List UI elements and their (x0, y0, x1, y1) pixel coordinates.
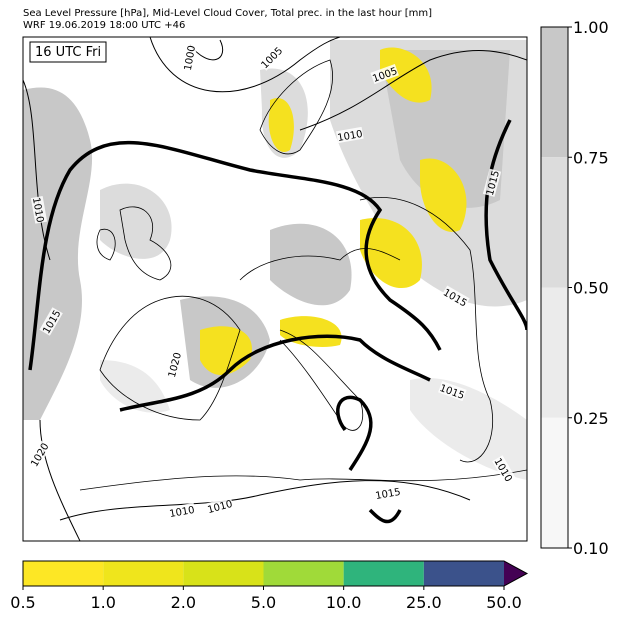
isobar-label-bg (164, 350, 184, 379)
colorbar-segment (103, 561, 184, 586)
colorbar-tick-label: 1.00 (573, 18, 609, 37)
isobar-label-bg (257, 43, 285, 71)
coastline (79, 59, 527, 491)
time-label: 16 UTC Fri (35, 45, 101, 60)
colorbar-tick-label: 10.0 (326, 593, 362, 612)
isobar-1015 (28, 119, 527, 524)
colorbar-segment (541, 417, 568, 548)
colorbar-segment (183, 561, 264, 586)
isobar-label-bg (482, 168, 502, 197)
isobar-label-bg (205, 496, 234, 516)
isobar-label: 1000 (183, 45, 198, 72)
isobar-label: 1015 (375, 487, 402, 502)
colorbar-tick-label: 0.25 (573, 409, 609, 428)
colorbar-segment (541, 27, 568, 158)
colorbar-frame (22, 560, 529, 587)
isobar-label-bg (27, 440, 51, 469)
colorbar-extend (504, 561, 527, 586)
isobar (23, 37, 527, 541)
colorbar-segment (23, 561, 104, 586)
isobar-label-bg (167, 502, 196, 520)
colorbar-tick-label: 0.50 (573, 279, 609, 298)
isobar-label: 1010 (337, 129, 364, 144)
colorbar-tick-label: 50.0 (486, 593, 522, 612)
colorbar-tick-label: 25.0 (406, 593, 442, 612)
isobar-label-bg (373, 484, 402, 502)
colorbar-tick-label: 1.0 (90, 593, 115, 612)
colorbar-tick-label: 0.75 (573, 148, 609, 167)
isobar-label-bg (438, 380, 467, 402)
colorbar-segment (541, 287, 568, 418)
isobar-label: 1010 (169, 505, 196, 520)
colorbar-tick-label: 0.10 (573, 539, 609, 558)
colorbar-segment (343, 561, 424, 586)
colorbar-segment (423, 561, 504, 586)
colorbar-segment (541, 157, 568, 288)
title-line: Sea Level Pressure [hPa], Mid-Level Clou… (23, 8, 432, 19)
isobar-label-bg (492, 455, 516, 484)
subtitle-line: WRF 19.06.2019 18:00 UTC +46 (23, 20, 185, 31)
isobar-label-bg (30, 195, 48, 224)
isobar-label-bg (370, 63, 399, 85)
map-frame (22, 36, 528, 542)
isobar-label-bg (441, 285, 470, 309)
isobar-label-bg (335, 126, 364, 144)
map: 16 UTC Fri 1000 1005100510101010101510151… (23, 37, 527, 541)
isobar-label-bg (180, 43, 198, 72)
colorbar-tick-label: 5.0 (251, 593, 276, 612)
isobar-label-bg (39, 307, 63, 336)
colorbar-segment (263, 561, 344, 586)
colorbar-tick-label: 0.5 (10, 593, 35, 612)
isobar-label: 1010 (30, 197, 45, 224)
time-box (29, 41, 107, 63)
colorbar-tick-label: 2.0 (171, 593, 196, 612)
